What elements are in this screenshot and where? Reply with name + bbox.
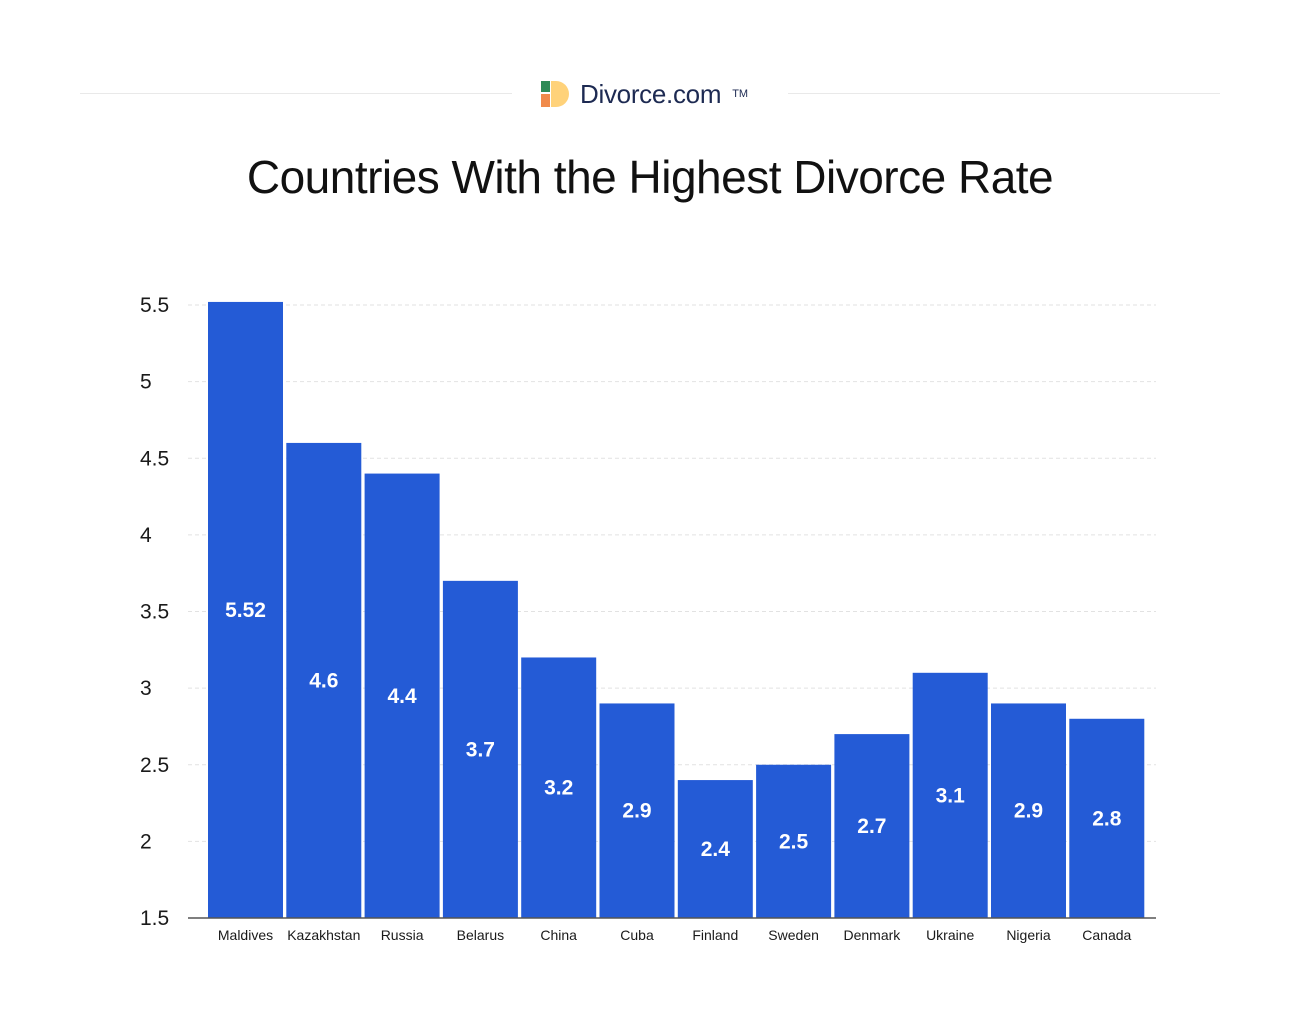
data-labels-layer: 5.52 4.6 4.4 3.7 3.2 2.9 2.4 2.5 2.7 3.1 2.9 2.8 bbox=[225, 599, 1122, 861]
data-label: 3.2 bbox=[544, 777, 573, 800]
data-label: 2.5 bbox=[779, 830, 809, 853]
x-tick-label: Maldives bbox=[218, 927, 273, 943]
y-tick-label: 4.5 bbox=[140, 447, 169, 470]
bar-belarus bbox=[442, 580, 518, 918]
data-label: 3.1 bbox=[936, 784, 966, 807]
data-label: 2.8 bbox=[1092, 807, 1122, 830]
bar-nigeria bbox=[991, 703, 1066, 918]
y-tick-label: 3.5 bbox=[140, 601, 169, 624]
x-tick-label: Sweden bbox=[768, 927, 819, 943]
brand-trademark: TM bbox=[732, 88, 749, 100]
bar-kazakhstan bbox=[286, 442, 362, 918]
x-tick-label: Kazakhstan bbox=[287, 927, 360, 943]
bar-canada bbox=[1069, 718, 1145, 918]
x-tick-label: Cuba bbox=[620, 927, 654, 943]
header-rule-right bbox=[788, 93, 1220, 94]
y-tick-label: 3 bbox=[140, 677, 152, 700]
brand-logo-group[interactable]: Divorce.com TM bbox=[540, 78, 748, 110]
logo-green-shape bbox=[541, 81, 550, 92]
bar-cuba bbox=[599, 703, 675, 918]
x-tick-label: Denmark bbox=[844, 927, 902, 943]
brand-name: Divorce.com bbox=[580, 78, 722, 109]
y-tick-label: 2 bbox=[140, 830, 152, 853]
data-label: 4.4 bbox=[387, 685, 417, 708]
bar-sweden bbox=[756, 764, 832, 918]
x-tick-label: Ukraine bbox=[926, 927, 974, 943]
x-tick-label: Belarus bbox=[457, 927, 504, 943]
bar-finland bbox=[677, 780, 753, 918]
logo-yellow-shape bbox=[551, 81, 569, 107]
x-tick-label: China bbox=[540, 927, 577, 943]
x-tick-label: Nigeria bbox=[1006, 927, 1051, 943]
y-tick-label: 2.5 bbox=[140, 754, 169, 777]
y-tick-label: 5 bbox=[140, 371, 152, 394]
divorce-logo-icon bbox=[541, 81, 569, 107]
data-label: 5.52 bbox=[225, 599, 266, 622]
x-tick-label: Canada bbox=[1082, 927, 1131, 943]
logo-orange-shape bbox=[541, 94, 550, 107]
x-axis-category-labels: Maldives Kazakhstan Russia Belarus China Cuba… bbox=[218, 927, 1132, 943]
data-label: 4.6 bbox=[309, 669, 338, 692]
y-tick-label: 5.5 bbox=[140, 294, 169, 317]
data-label: 3.7 bbox=[466, 738, 495, 761]
y-tick-label: 1.5 bbox=[140, 907, 169, 930]
x-tick-label: Finland bbox=[692, 927, 738, 943]
bar-china bbox=[521, 657, 597, 918]
header-rule-left bbox=[80, 93, 512, 94]
bar-maldives bbox=[208, 301, 283, 918]
bar-ukraine bbox=[912, 672, 988, 918]
bar-denmark bbox=[834, 734, 910, 918]
bar-russia bbox=[364, 473, 440, 918]
data-label: 2.7 bbox=[857, 815, 886, 838]
y-tick-label: 4 bbox=[140, 524, 152, 547]
x-tick-label: Russia bbox=[381, 927, 424, 943]
y-axis-tick-labels: 1.5 2 2.5 3 3.5 4 4.5 5 5.5 bbox=[140, 294, 169, 930]
data-label: 2.9 bbox=[622, 800, 651, 823]
data-label: 2.4 bbox=[701, 838, 731, 861]
chart-title: Countries With the Highest Divorce Rate bbox=[246, 151, 1054, 203]
bars-layer bbox=[208, 301, 1145, 918]
data-label: 2.9 bbox=[1014, 800, 1043, 823]
